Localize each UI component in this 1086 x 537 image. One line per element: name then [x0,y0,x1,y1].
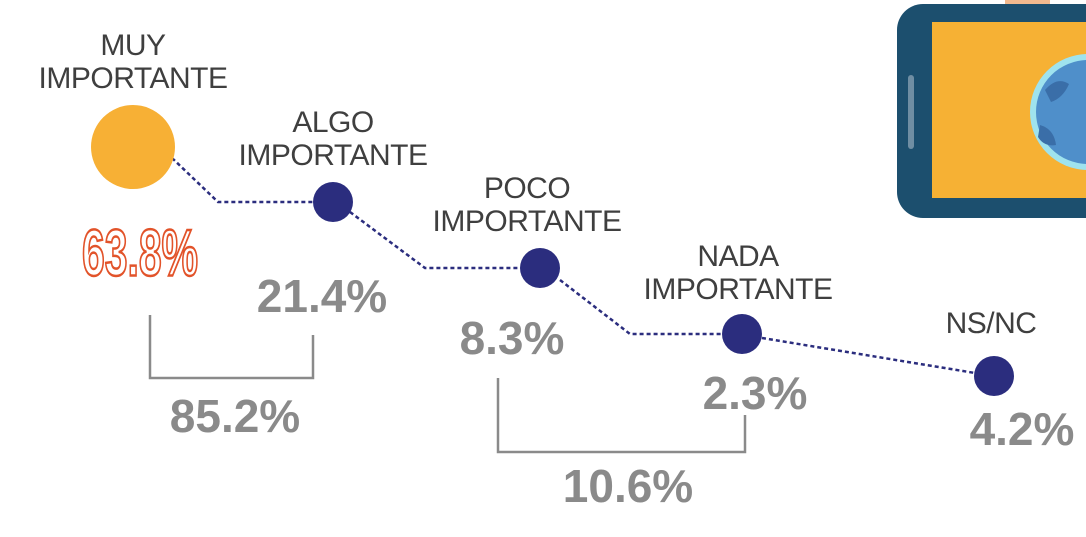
category-label: IMPORTANTE [239,139,428,172]
category-label: POCO [484,172,570,205]
category-label: IMPORTANTE [433,205,622,238]
category-label: MUY [100,29,166,62]
tablet-illustration [897,0,1086,218]
value-label: 4.2% [970,403,1075,455]
connector-line [172,158,975,373]
category-label: ALGO [292,106,373,139]
value-label: 21.4% [257,270,387,322]
value-label: 63.8% [82,215,198,290]
infographic: MUYIMPORTANTE63.8%ALGOIMPORTANTE21.4%POC… [0,0,1086,537]
group-total: 85.2% [170,390,300,442]
category-label: IMPORTANTE [39,62,228,95]
category-label: IMPORTANTE [644,273,833,306]
group-total: 10.6% [563,460,693,512]
category-label: NS/NC [946,307,1037,340]
value-label: 8.3% [460,312,565,364]
value-label: 2.3% [703,367,808,419]
category-label: NADA [697,240,779,273]
